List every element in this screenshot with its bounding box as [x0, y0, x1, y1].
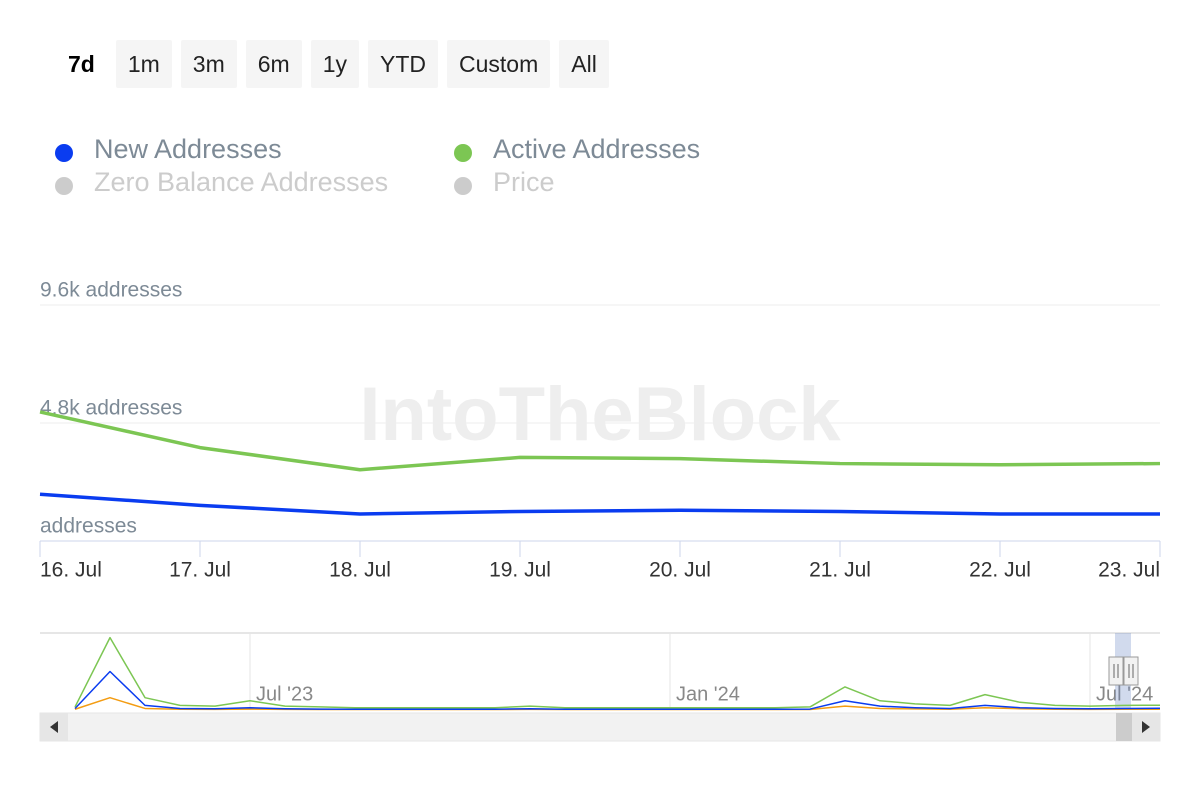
x-tick-label: 23. Jul: [1098, 559, 1160, 582]
legend-marker: [454, 177, 472, 195]
legend-label[interactable]: Zero Balance Addresses: [94, 167, 388, 197]
x-tick-label: 18. Jul: [329, 559, 391, 582]
navigator-label: Jul '24: [1096, 683, 1153, 705]
y-tick-label: 9.6k addresses: [40, 279, 182, 302]
x-tick-label: 21. Jul: [809, 559, 871, 582]
range-button[interactable]: 6m: [245, 40, 302, 88]
range-button[interactable]: 1y: [310, 40, 359, 88]
navigator-handle[interactable]: [1123, 656, 1139, 686]
y-tick-label: 4.8k addresses: [40, 397, 182, 420]
arrow: [1142, 721, 1150, 733]
range-button[interactable]: Custom: [447, 40, 551, 88]
series-line: [39, 492, 1160, 516]
x-tick-label: 20. Jul: [649, 559, 711, 582]
arrow: [50, 721, 58, 733]
range-button[interactable]: All: [559, 40, 609, 88]
navigator-label: Jul '23: [256, 683, 313, 705]
range-button[interactable]: 3m: [180, 40, 237, 88]
scrollbar-thumb[interactable]: [1116, 713, 1132, 741]
y-tick-label: addresses: [40, 515, 137, 538]
x-tick-label: 17. Jul: [169, 559, 231, 582]
legend-marker: [55, 177, 73, 195]
series-line: [39, 410, 1161, 472]
navigator-label: Jan '24: [676, 683, 740, 705]
legend-label[interactable]: New Addresses: [94, 134, 282, 164]
x-tick-label: 22. Jul: [969, 559, 1031, 582]
legend-label[interactable]: Active Addresses: [493, 134, 700, 164]
series-line: [74, 670, 1161, 710]
range-selector: 7d 1m 3m 6m 1y YTD Custom All: [56, 40, 609, 88]
series-line: [74, 636, 1161, 709]
handle-grip: [1113, 664, 1119, 678]
legend-marker: [454, 144, 472, 162]
range-button[interactable]: 7d: [56, 40, 107, 88]
range-button[interactable]: YTD: [368, 40, 438, 88]
range-button[interactable]: 1m: [115, 40, 172, 88]
legend-label[interactable]: Price: [493, 167, 555, 197]
legend-marker: [55, 144, 73, 162]
x-tick-label: 19. Jul: [489, 559, 551, 582]
handle-grip: [1128, 664, 1134, 678]
navigator-handle[interactable]: [1108, 656, 1124, 686]
watermark: IntoTheBlock: [359, 372, 841, 457]
x-tick-label: 16. Jul: [40, 559, 102, 582]
scrollbar-track: [39, 712, 1161, 742]
